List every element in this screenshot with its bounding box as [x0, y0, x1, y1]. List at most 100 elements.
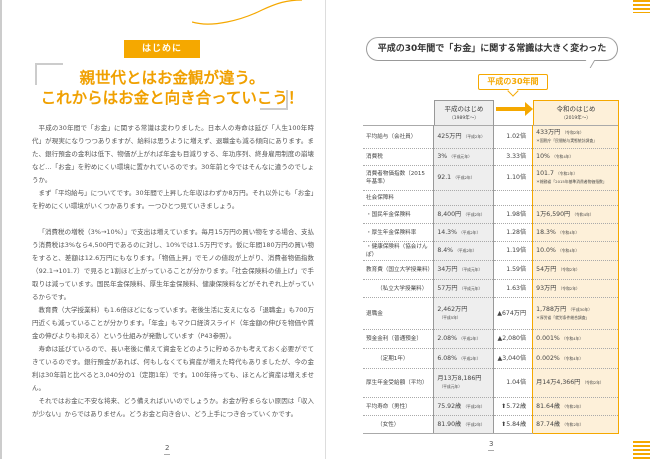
paragraph: まず「平均給与」についてです。30年間で上昇した年収はわずか8万円。それ以外にも… [32, 189, 314, 210]
reiwa-note: （平成30年） [568, 306, 593, 312]
table-row: 消費者物価指数（2015年基準） 92.1 （平成2年） 1.10倍 101.7 （令和2… [363, 165, 619, 191]
source-note: ＊国税庁「民間給与実態統計調査」 [536, 138, 597, 143]
reiwa-value: 54万円 [536, 266, 557, 273]
heisei-value-cell: 425万円 （平成2年） [433, 125, 495, 149]
row-label: ・国民年金保険料 [363, 205, 434, 224]
ratio: 1.10倍 [493, 165, 533, 191]
comparison-table: 平均給与（会社員） 425万円 （平成2年） 1.02倍 433万円 （令和2年） ＊国税庁… [363, 125, 619, 434]
reiwa-value-cell: 月14万4,366円 （令和2年） [532, 368, 619, 398]
reiwa-note: （令和2年） [558, 285, 580, 291]
heisei-note: （平成元年） [459, 267, 483, 272]
heisei-value: 8,400円 [437, 210, 462, 218]
table-row: 厚生年金受給額（平均） 月13万8,186円 （平成元年） 1.04倍 月14万4,36… [363, 368, 619, 398]
row-label: （定期1年） [363, 348, 434, 369]
column-title: 令和のはじめ [556, 105, 596, 113]
reiwa-note: （令和2年） [582, 380, 604, 385]
reiwa-value-cell: 87.74歳 （令和2年） [532, 415, 619, 434]
ratio: 1.02倍 [493, 125, 533, 149]
reiwa-note: （令和2年） [562, 403, 584, 409]
decorative-stripes [633, 0, 650, 13]
quote-bracket-close [260, 90, 288, 110]
table-row: 平均寿命（男性） 75.92歳 （平成2年） ⬆5.72歳 81.64歳 （令和2年） [363, 397, 619, 416]
paragraph: 「消費税の増税（3%→10%）」で支出は増えています。毎月15万円の買い物をする… [32, 228, 314, 301]
heisei-note: （平成5年） [439, 314, 461, 320]
heisei-note: （平成2年） [453, 175, 475, 180]
reiwa-value: 0.002% [536, 354, 560, 362]
ratio: ▲674万円 [493, 297, 533, 330]
column-header-reiwa: 令和のはじめ （2019年〜） [533, 100, 619, 125]
row-label: 消費者物価指数（2015年基準） [363, 165, 434, 191]
heisei-value-cell: 2,462万円 （平成5年） [433, 297, 495, 330]
table-row: ・厚生年金保険料率 14.3% （平成2年） 1.28倍 18.3% （令和4年） [363, 223, 619, 242]
column-subtitle: （2019年〜） [561, 116, 591, 121]
reiwa-value: 87.74歳 [536, 420, 561, 428]
heisei-note: （平成2年） [463, 211, 485, 217]
table-row: 退職金 2,462万円 （平成5年） ▲674万円 1,788万円 （平成30年） ＊厚労省… [363, 297, 619, 330]
heisei-note: （平成2年） [463, 403, 485, 409]
reiwa-note: （令和4年） [561, 355, 584, 361]
reiwa-value-cell: 433万円 （令和2年） ＊国税庁「民間給与実態統計調査」 [532, 125, 619, 149]
table-row: （定期1年） 6.08% （平成2年） ▲3,040倍 0.002% （令和4年） [363, 348, 619, 369]
reiwa-value: 18.3% [536, 228, 556, 236]
heisei-value-cell: 57万円 （平成元年） [433, 279, 495, 298]
row-label: 預金金利（普通預金） [363, 329, 434, 349]
heisei-value: 8.4% [437, 247, 454, 254]
reiwa-value: 10.0% [536, 247, 556, 254]
ratio: ⬆5.84歳 [493, 415, 533, 434]
quote-bracket-open [35, 63, 63, 85]
reiwa-value: 93万円 [536, 284, 557, 292]
column-subtitle: （1989年〜） [449, 116, 479, 121]
heading-line-2: これからはお金と向き合っていこう！ [40, 89, 304, 107]
reiwa-value-cell: 93万円 （令和2年） [532, 279, 619, 298]
reiwa-value-cell: 1万6,590円 （令和4年） [532, 205, 619, 224]
reiwa-value: 1万6,590円 [536, 210, 571, 218]
table-row: 消費税 3% （平成元年） 3.33倍 10% （令和4年） [363, 148, 619, 166]
row-label: 教育費（国立大学授業料） [363, 260, 434, 280]
reiwa-value: 101.7 [536, 170, 554, 177]
ratio: 3.33倍 [493, 148, 533, 166]
heisei-value: 75.92歳 [437, 402, 462, 410]
reiwa-note: （令和2年） [555, 171, 578, 176]
ratio: 1.63倍 [493, 279, 533, 298]
heisei-value: 92.1 [437, 174, 452, 181]
heisei-value: 81.90歳 [437, 420, 462, 428]
row-label: ・厚生年金保険料率 [363, 223, 434, 242]
table-row: （女性） 81.90歳 （平成2年） ⬆5.84歳 87.74歳 （令和2年） [363, 415, 619, 434]
heisei-value-cell: 6.08% （平成2年） [433, 348, 495, 369]
reiwa-value-cell: 10.0% （令和4年） [532, 241, 619, 261]
heisei-note: （平成元年） [449, 154, 472, 159]
right-page: 平成の30年間で「お金」に関する常識は大きく変わった 平成の30年間 平成のはじ… [325, 0, 650, 459]
decorative-curve [192, 0, 303, 25]
reiwa-value-cell: 10% （令和4年） [532, 148, 619, 166]
source-note: ＊総務省「2015年基準消費者物価指数」 [536, 179, 607, 184]
reiwa-note: （令和2年） [562, 130, 584, 135]
reiwa-value-cell: 18.3% （令和4年） [532, 223, 619, 242]
heisei-note: （平成2年） [458, 355, 481, 361]
heisei-value: 425万円 [437, 133, 462, 140]
reiwa-note: （令和4年） [572, 211, 594, 217]
reiwa-value-cell: 0.002% （令和4年） [532, 348, 619, 369]
heading-line-1: 親世代とはお金観が違う。 [79, 69, 265, 87]
reiwa-note: （令和4年） [561, 336, 584, 341]
reiwa-note: （令和2年） [562, 421, 584, 427]
heisei-note: （平成2年） [463, 421, 485, 427]
reiwa-value-cell: 54万円 （令和2年） [532, 260, 619, 280]
heisei-value-cell: 81.90歳 （平成2年） [433, 415, 495, 434]
paragraph: 平成の30年間で「お金」に関する常識は変わりました。日本人の寿命は延び「人生10… [32, 124, 314, 184]
reiwa-value: 10% [536, 153, 550, 160]
heisei-note: （平成2年） [463, 134, 485, 139]
section-tag: はじめに [124, 40, 200, 58]
heisei-note: （平成元年） [459, 285, 483, 291]
reiwa-note: （令和4年） [557, 229, 580, 235]
heisei-value-cell: 92.1 （平成2年） [433, 165, 495, 191]
table-row: 社会保障料 [363, 190, 619, 206]
heisei-value: 14.3% [437, 228, 457, 236]
table-row: （私立大学授業料） 57万円 （平成元年） 1.63倍 93万円 （令和2年） [363, 279, 619, 298]
reiwa-value-cell: 0.001% （令和4年） [532, 329, 619, 349]
decorative-stripes [633, 441, 650, 459]
heisei-value-cell: 75.92歳 （平成2年） [433, 397, 495, 416]
row-label: （女性） [363, 415, 434, 434]
reiwa-note: （令和2年） [558, 267, 580, 272]
ratio: ▲2,080倍 [493, 329, 533, 349]
arrow-right-icon [496, 102, 533, 116]
